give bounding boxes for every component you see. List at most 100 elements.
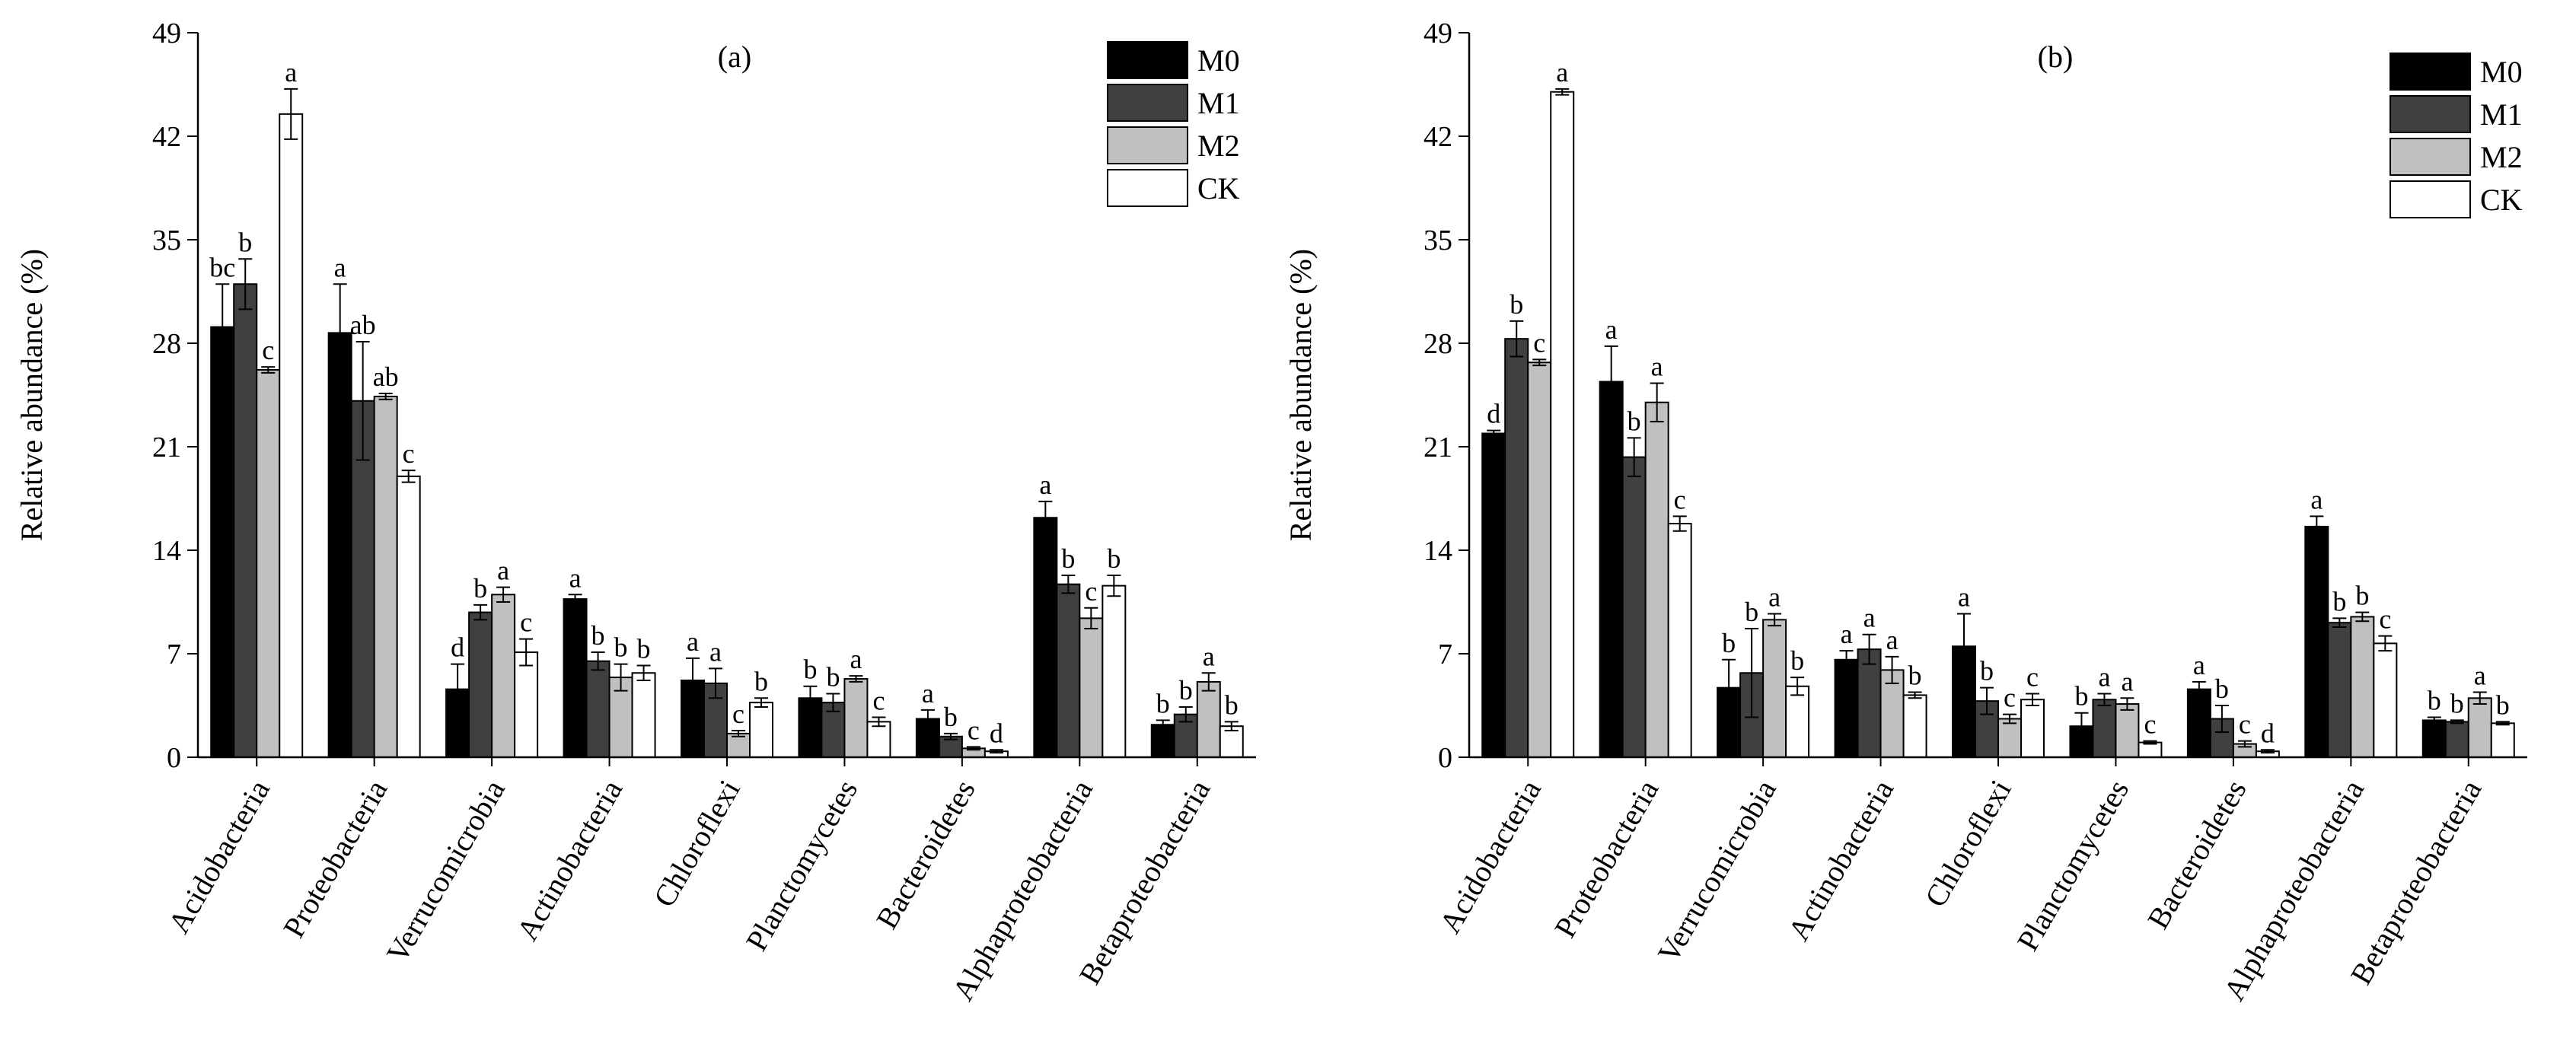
- y-tick-label: 7: [167, 639, 181, 670]
- y-tick-label: 14: [152, 535, 181, 567]
- bar-ck: [514, 651, 539, 758]
- significance-label: a: [1203, 641, 1215, 671]
- significance-label: b: [1980, 656, 1994, 686]
- significance-label: a: [1886, 625, 1899, 655]
- bar-m1: [1857, 648, 1882, 759]
- y-tick-label: 21: [152, 432, 181, 463]
- y-tick-label: 0: [1438, 742, 1452, 774]
- significance-label: b: [2332, 586, 2346, 616]
- y-tick-label: 28: [1423, 328, 1452, 360]
- significance-label: b: [591, 620, 605, 651]
- significance-label: a: [1039, 470, 1051, 500]
- significance-label: a: [1556, 57, 1568, 88]
- bar-m0: [1599, 381, 1624, 758]
- y-tick-label: 28: [152, 328, 181, 360]
- bar-m2: [1079, 617, 1104, 758]
- x-tick-label: Acidobacteria: [161, 774, 276, 939]
- bar-m2: [1879, 669, 1905, 758]
- significance-label: c: [872, 686, 885, 716]
- y-tick-label: 7: [1438, 639, 1452, 670]
- x-tick-label: Bacteroidetes: [869, 774, 982, 935]
- significance-label: a: [1841, 619, 1853, 649]
- x-tick-label: Planctomycetes: [2010, 774, 2135, 957]
- bar-m2: [373, 395, 398, 758]
- significance-label: b: [2450, 688, 2464, 718]
- significance-label: c: [2144, 709, 2156, 740]
- legend-label: M0: [1197, 43, 1240, 78]
- y-axis-title: Relative abundance (%): [1283, 249, 1318, 541]
- significance-label: c: [2379, 604, 2391, 635]
- significance-label: c: [2004, 683, 2016, 713]
- significance-label: c: [403, 438, 415, 469]
- bar-ck: [749, 702, 773, 758]
- x-tick-label: Planctomycetes: [739, 774, 864, 957]
- bar-m2: [843, 678, 869, 758]
- significance-label: b: [1061, 543, 1075, 574]
- y-tick-label: 49: [152, 18, 181, 49]
- legend-label: CK: [1197, 171, 1240, 205]
- significance-label: a: [922, 678, 934, 709]
- significance-label: b: [1908, 661, 1922, 691]
- significance-label: a: [2193, 650, 2205, 680]
- legend-swatch-m1: [2389, 95, 2471, 133]
- bar-m1: [468, 611, 493, 758]
- significance-label: d: [990, 718, 1003, 748]
- significance-label: a: [687, 626, 699, 657]
- significance-label: a: [2310, 484, 2323, 514]
- significance-label: b: [826, 661, 840, 692]
- x-tick-label: Betaproteobacteria: [2344, 774, 2488, 990]
- bar-m1: [1621, 456, 1647, 758]
- bar-m2: [1762, 619, 1787, 758]
- significance-label: c: [520, 607, 532, 638]
- legend-label: CK: [2480, 183, 2523, 217]
- x-tick-label: Chloroflexi: [1918, 774, 2018, 912]
- bar-ck: [2373, 642, 2398, 759]
- panel-title: (b): [2038, 40, 2074, 74]
- significance-label: a: [1768, 582, 1781, 613]
- bar-m0: [1834, 658, 1859, 758]
- bar-ck: [1550, 91, 1575, 758]
- bar-m1: [585, 660, 611, 759]
- x-tick-label: Proteobacteria: [276, 774, 394, 944]
- significance-label: c: [262, 335, 274, 365]
- significance-label: b: [944, 702, 958, 732]
- significance-label: ab: [350, 310, 376, 340]
- y-axis-title: Relative abundance (%): [14, 249, 49, 541]
- significance-label: a: [497, 556, 509, 586]
- significance-label: c: [968, 715, 980, 745]
- bar-m2: [2350, 616, 2375, 759]
- bar-m1: [233, 283, 258, 758]
- significance-label: b: [2428, 686, 2441, 716]
- significance-label: b: [1510, 289, 1523, 320]
- bar-m1: [2092, 699, 2117, 759]
- legend-swatch-ck: [2389, 180, 2471, 218]
- bar-m2: [2115, 703, 2140, 758]
- significance-label: c: [1085, 576, 1097, 607]
- y-tick-label: 0: [167, 742, 181, 774]
- bar-m1: [1504, 338, 1529, 758]
- significance-label: a: [1651, 351, 1663, 381]
- significance-label: a: [1958, 582, 1970, 613]
- y-tick-label: 42: [1423, 121, 1452, 153]
- significance-label: c: [2239, 709, 2251, 740]
- bar-m2: [1997, 718, 2022, 759]
- bar-m0: [2304, 525, 2329, 759]
- legend-swatch-m0: [1107, 41, 1188, 79]
- significance-label: b: [2496, 690, 2510, 720]
- bar-m0: [327, 332, 352, 758]
- bar-ck: [1902, 694, 1927, 759]
- legend-swatch-m2: [1107, 126, 1188, 164]
- bar-m0: [1481, 432, 1506, 758]
- bar-ck: [2490, 722, 2515, 758]
- legend-swatch-m2: [2389, 138, 2471, 176]
- bar-m2: [1527, 361, 1552, 758]
- legend-label: M1: [2480, 97, 2523, 132]
- bar-m1: [1056, 583, 1081, 759]
- significance-label: b: [473, 573, 487, 604]
- bar-m0: [563, 598, 588, 758]
- significance-label: c: [1674, 484, 1686, 514]
- bar-ck: [866, 721, 891, 758]
- significance-label: d: [2261, 718, 2275, 748]
- significance-label: b: [2074, 681, 2088, 712]
